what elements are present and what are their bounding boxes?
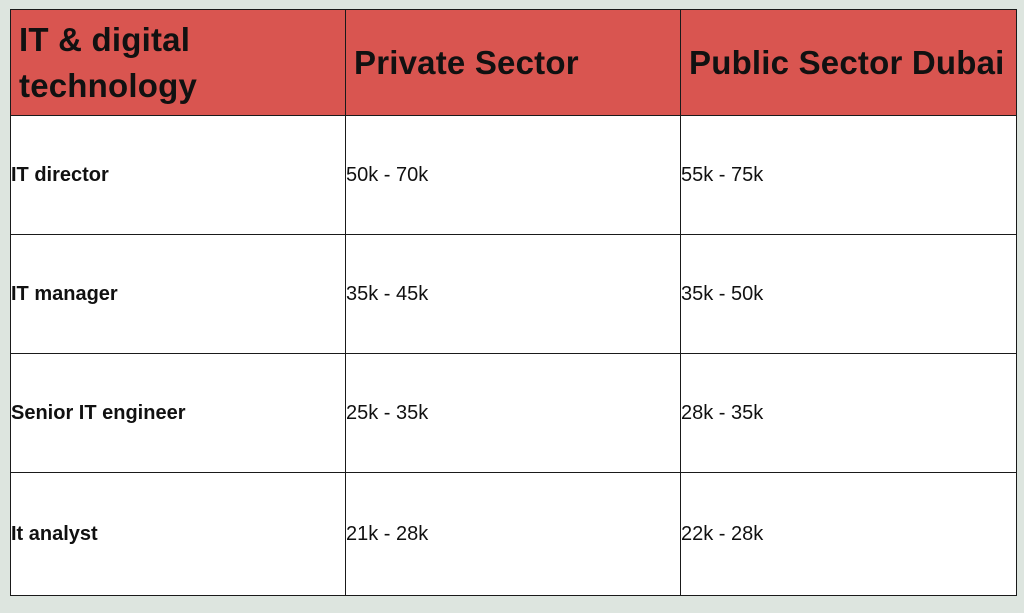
public-salary-cell: 22k - 28k bbox=[680, 472, 1017, 596]
private-salary-cell: 35k - 45k bbox=[345, 234, 681, 354]
public-salary-cell: 28k - 35k bbox=[680, 353, 1017, 473]
table-row: It analyst 21k - 28k 22k - 28k bbox=[10, 472, 1017, 596]
role-cell: IT manager bbox=[10, 234, 346, 354]
header-private-sector: Private Sector bbox=[345, 9, 681, 116]
header-category: IT & digital technology bbox=[10, 9, 346, 116]
role-cell: Senior IT engineer bbox=[10, 353, 346, 473]
public-salary-cell: 35k - 50k bbox=[680, 234, 1017, 354]
table-row: IT director 50k - 70k 55k - 75k bbox=[10, 115, 1017, 235]
salary-table: IT & digital technology Private Sector P… bbox=[10, 9, 1017, 596]
table-row: Senior IT engineer 25k - 35k 28k - 35k bbox=[10, 353, 1017, 473]
table-header-row: IT & digital technology Private Sector P… bbox=[10, 9, 1017, 116]
public-salary-cell: 55k - 75k bbox=[680, 115, 1017, 235]
header-public-sector-dubai: Public Sector Dubai bbox=[680, 9, 1017, 116]
private-salary-cell: 50k - 70k bbox=[345, 115, 681, 235]
role-cell: IT director bbox=[10, 115, 346, 235]
private-salary-cell: 25k - 35k bbox=[345, 353, 681, 473]
table-row: IT manager 35k - 45k 35k - 50k bbox=[10, 234, 1017, 354]
private-salary-cell: 21k - 28k bbox=[345, 472, 681, 596]
role-cell: It analyst bbox=[10, 472, 346, 596]
